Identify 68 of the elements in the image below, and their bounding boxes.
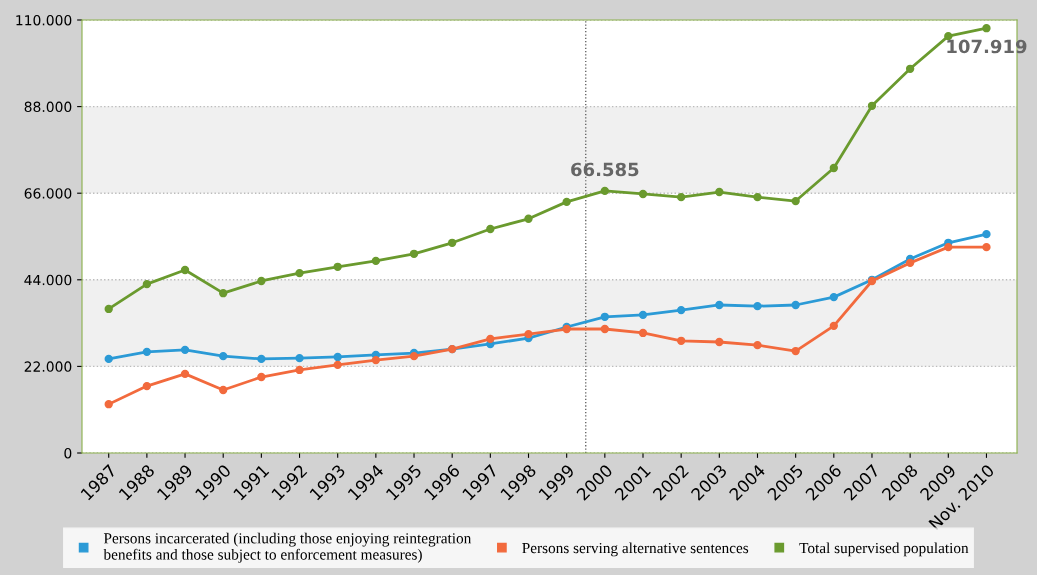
point — [829, 321, 838, 331]
point — [333, 262, 342, 271]
point — [257, 276, 266, 286]
y-tick-label: 66.000 — [24, 188, 72, 199]
point — [944, 242, 953, 252]
point — [219, 385, 228, 395]
point — [715, 300, 724, 310]
annotation: 66.585 — [571, 162, 639, 177]
point — [829, 163, 838, 173]
point — [219, 351, 228, 361]
point — [371, 355, 381, 365]
point — [638, 328, 648, 338]
point — [104, 354, 113, 364]
point — [219, 289, 228, 298]
point — [715, 187, 724, 197]
point — [753, 302, 762, 311]
y-tick-label: 110.000 — [16, 14, 72, 26]
point — [982, 242, 991, 252]
point — [142, 381, 152, 391]
point — [295, 268, 304, 278]
point — [829, 292, 838, 302]
point — [371, 256, 381, 266]
point — [600, 312, 610, 321]
point — [448, 238, 457, 247]
y-tick-label: 22.000 — [24, 361, 72, 372]
point — [791, 300, 800, 310]
point — [791, 196, 800, 206]
point — [333, 352, 342, 362]
point — [676, 305, 686, 315]
point — [409, 249, 419, 258]
point — [257, 372, 266, 382]
y-tick-label: 88.000 — [24, 101, 72, 113]
point — [676, 336, 686, 345]
point — [562, 197, 571, 207]
point — [295, 365, 304, 375]
point — [486, 334, 495, 344]
point — [142, 279, 152, 289]
y-tick-label: 0 — [64, 447, 72, 459]
point — [791, 346, 800, 356]
point — [257, 354, 266, 364]
point — [180, 265, 190, 275]
point — [600, 324, 610, 334]
point — [142, 347, 152, 357]
point — [982, 24, 991, 33]
point — [867, 101, 877, 110]
point — [104, 400, 113, 409]
point — [638, 310, 648, 320]
point — [524, 329, 533, 339]
point — [600, 186, 610, 196]
point — [753, 340, 762, 350]
point — [180, 345, 190, 355]
point — [715, 337, 724, 347]
point — [982, 229, 991, 239]
y-tick-label: 44.000 — [24, 274, 72, 286]
legend-label: Persons incarcerated (including those enjoying reintegration benefits and those subject to enforcement measures) — [103, 532, 472, 563]
point — [486, 224, 495, 234]
point — [524, 214, 533, 223]
point — [905, 258, 915, 268]
legend-label: Persons serving alternative sentences — [522, 542, 749, 557]
point — [753, 192, 762, 202]
point — [295, 353, 304, 363]
legend-label: Total supervised population — [799, 542, 969, 557]
point — [638, 189, 648, 199]
point — [180, 369, 190, 379]
point — [333, 360, 342, 369]
point — [104, 304, 113, 314]
point — [676, 192, 686, 202]
point — [905, 64, 915, 73]
